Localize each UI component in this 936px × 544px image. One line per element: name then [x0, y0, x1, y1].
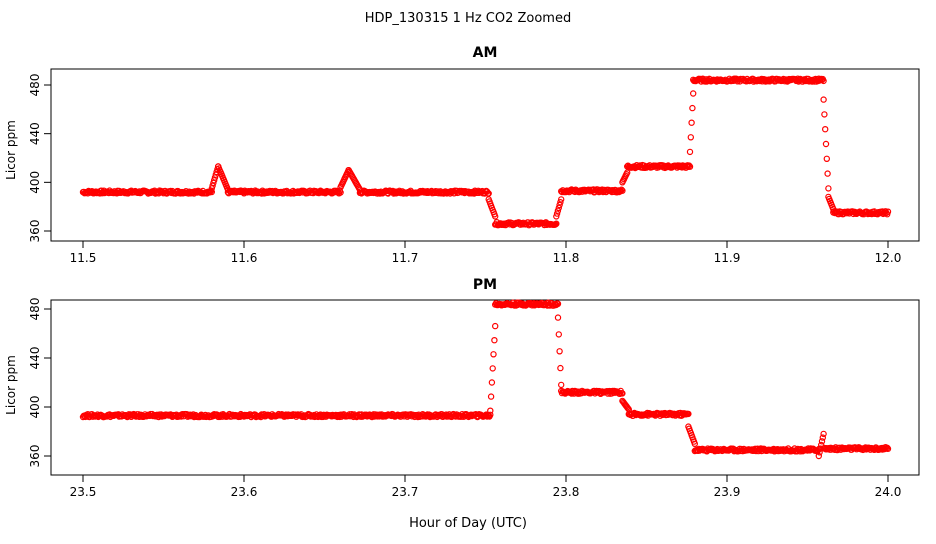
data-point — [557, 198, 564, 206]
data-point — [884, 444, 891, 451]
data-point — [624, 405, 632, 412]
data-point — [490, 351, 497, 358]
data-point — [208, 188, 215, 196]
data-point — [488, 379, 496, 386]
x-tick-label: 23.6 — [231, 485, 258, 499]
panel-title-am: AM — [473, 45, 498, 61]
data-point — [485, 190, 492, 197]
data-point — [619, 390, 626, 397]
x-tick-label: 12.0 — [875, 251, 902, 265]
data-points-pm — [79, 299, 892, 460]
x-tick-label: 23.7 — [392, 485, 419, 499]
y-tick-label: 440 — [28, 347, 42, 370]
data-point — [556, 201, 563, 209]
data-point — [824, 170, 831, 177]
data-point — [688, 119, 695, 126]
data-point — [491, 337, 498, 344]
data-point — [818, 438, 826, 445]
chart-panel-am: AM Licor ppm 11.5 11.6 11.7 11.8 11.9 12.0 36… — [4, 45, 920, 265]
y-axis-pm: 360 400 440 480 — [28, 298, 52, 468]
x-tick-label: 11.8 — [553, 251, 580, 265]
data-point — [487, 407, 494, 414]
data-point — [554, 314, 562, 321]
panel-title-pm: PM — [473, 277, 497, 293]
data-point — [825, 185, 832, 192]
y-tick-label: 480 — [28, 74, 42, 97]
data-point — [687, 134, 695, 141]
y-tick-label: 400 — [28, 396, 42, 419]
y-tick-label: 360 — [28, 220, 42, 243]
x-tick-label: 23.5 — [70, 485, 97, 499]
data-point — [816, 449, 823, 456]
data-point — [686, 148, 694, 156]
x-tick-label: 24.0 — [875, 485, 902, 499]
x-tick-label: 23.8 — [553, 485, 580, 499]
figure-title: HDP_130315 1 Hz CO2 Zoomed — [365, 11, 571, 26]
data-point — [689, 104, 696, 112]
data-point — [558, 196, 565, 203]
data-point — [815, 452, 823, 460]
data-points-am — [79, 75, 892, 229]
x-tick-label: 23.9 — [714, 485, 741, 499]
y-tick-label: 360 — [28, 445, 42, 468]
data-point — [822, 125, 829, 133]
chart-panel-pm: PM Licor ppm 23.5 23.6 23.7 23.8 23.9 24.0 36… — [4, 277, 920, 499]
y-axis-label-pm: Licor ppm — [4, 355, 18, 415]
data-point — [553, 210, 561, 217]
x-tick-label: 11.6 — [231, 251, 258, 265]
data-point — [555, 331, 563, 338]
data-point — [487, 411, 494, 418]
data-point — [618, 186, 625, 193]
shared-x-axis-label: Hour of Day (UTC) — [409, 516, 527, 531]
data-point — [619, 187, 626, 194]
x-tick-label: 11.5 — [70, 251, 97, 265]
data-point — [821, 111, 828, 118]
x-tick-label: 11.7 — [392, 251, 419, 265]
data-point — [691, 440, 699, 447]
data-point — [556, 348, 563, 355]
data-point — [489, 365, 496, 372]
data-point — [208, 185, 215, 192]
data-point — [624, 169, 631, 176]
data-point — [685, 410, 692, 418]
y-axis-am: 360 400 440 480 — [28, 74, 52, 243]
x-axis-pm: 23.5 23.6 23.7 23.8 23.9 24.0 — [70, 474, 902, 499]
data-point — [492, 213, 499, 220]
data-point — [492, 322, 499, 330]
data-point — [823, 155, 831, 162]
data-point — [884, 445, 892, 452]
y-tick-label: 440 — [28, 122, 42, 145]
x-tick-label: 11.9 — [714, 251, 741, 265]
data-point — [820, 96, 827, 103]
data-point — [554, 300, 562, 307]
data-point — [210, 176, 218, 184]
data-point — [690, 90, 697, 97]
data-point — [820, 77, 827, 85]
data-point — [209, 182, 216, 189]
data-point — [211, 174, 219, 181]
data-point — [819, 434, 827, 441]
data-point — [553, 220, 560, 227]
y-axis-label-am: Licor ppm — [4, 120, 18, 180]
data-point — [210, 179, 217, 187]
y-tick-label: 400 — [28, 171, 42, 194]
data-point — [557, 364, 564, 372]
data-point — [686, 163, 694, 170]
data-point — [553, 213, 560, 220]
data-point — [555, 204, 563, 212]
data-point — [558, 381, 565, 389]
data-point — [487, 393, 495, 400]
x-axis-am: 11.5 11.6 11.7 11.8 11.9 12.0 — [70, 240, 902, 265]
data-point — [822, 140, 830, 148]
y-tick-label: 480 — [28, 298, 42, 321]
data-point — [820, 430, 827, 438]
plot-frame-am — [50, 68, 920, 242]
data-point — [884, 208, 892, 215]
data-point — [554, 207, 562, 214]
